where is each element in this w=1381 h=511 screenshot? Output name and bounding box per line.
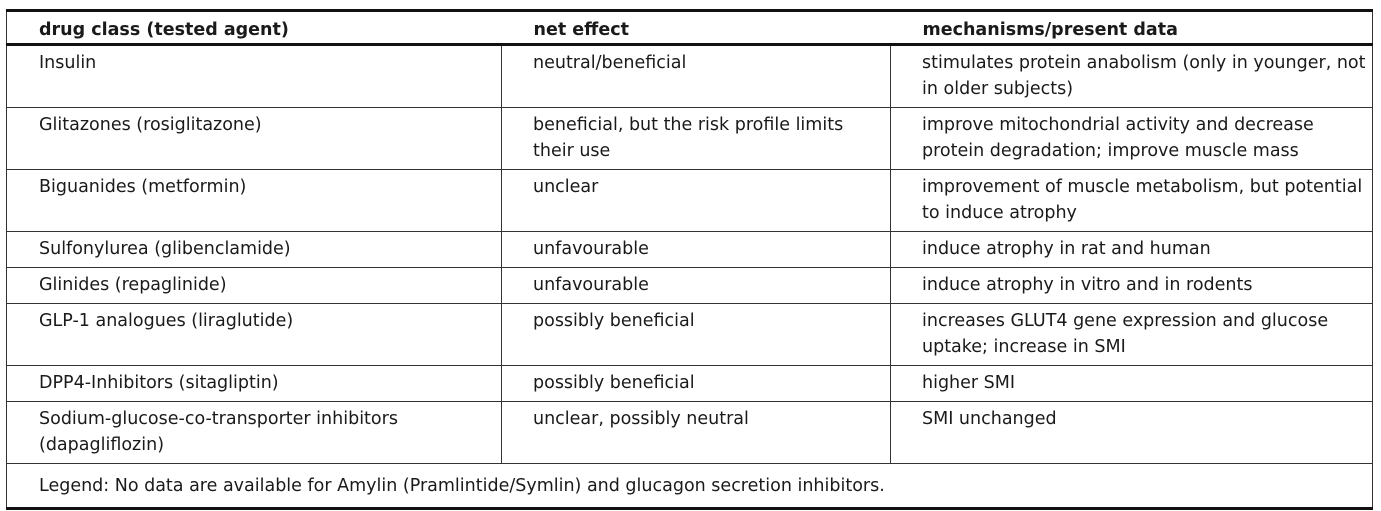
cell-drug-class: GLP-1 analogues (liraglutide) xyxy=(6,303,502,366)
cell-net-effect: unclear xyxy=(501,169,891,232)
table-row: Sodium-glucose-co-transporter inhibitors… xyxy=(6,401,1373,464)
cell-mechanism: higher SMI xyxy=(890,365,1373,402)
drug-effects-table: drug class (tested agent) net effect mec… xyxy=(6,9,1373,510)
cell-mechanism: improvement of muscle metabolism, but po… xyxy=(890,169,1373,232)
table-legend: Legend: No data are available for Amylin… xyxy=(6,463,1373,510)
cell-drug-class: Insulin xyxy=(6,44,502,108)
table-row: Glinides (repaglinide) unfavourable indu… xyxy=(6,267,1373,304)
cell-mechanism: increases GLUT4 gene expression and gluc… xyxy=(890,303,1373,366)
cell-drug-class: Sodium-glucose-co-transporter inhibitors… xyxy=(6,401,502,464)
header-row: drug class (tested agent) net effect mec… xyxy=(6,9,1373,46)
table-row: DPP4-Inhibitors (sitagliptin) possibly b… xyxy=(6,365,1373,402)
table-row: Sulfonylurea (glibenclamide) unfavourabl… xyxy=(6,231,1373,268)
cell-drug-class: Glinides (repaglinide) xyxy=(6,267,502,304)
cell-drug-class: Biguanides (metformin) xyxy=(6,169,502,232)
cell-mechanism: induce atrophy in vitro and in rodents xyxy=(890,267,1373,304)
header-net-effect: net effect xyxy=(501,9,891,46)
table-row: Glitazones (rosiglitazone) beneficial, b… xyxy=(6,107,1373,170)
cell-mechanism: SMI unchanged xyxy=(890,401,1373,464)
table-row: GLP-1 analogues (liraglutide) possibly b… xyxy=(6,303,1373,366)
header-mechanisms: mechanisms/present data xyxy=(890,9,1373,46)
cell-net-effect: beneficial, but the risk profile limits … xyxy=(501,107,891,170)
table-header: drug class (tested agent) net effect mec… xyxy=(6,9,1373,46)
cell-net-effect: unfavourable xyxy=(501,267,891,304)
cell-mechanism: induce atrophy in rat and human xyxy=(890,231,1373,268)
header-drug-class: drug class (tested agent) xyxy=(6,9,502,46)
cell-mechanism: improve mitochondrial activity and decre… xyxy=(890,107,1373,170)
table-row: Insulin neutral/beneficial stimulates pr… xyxy=(6,44,1373,108)
cell-drug-class: DPP4-Inhibitors (sitagliptin) xyxy=(6,365,502,402)
table-body: Insulin neutral/beneficial stimulates pr… xyxy=(6,44,1373,464)
cell-drug-class: Sulfonylurea (glibenclamide) xyxy=(6,231,502,268)
cell-net-effect: unfavourable xyxy=(501,231,891,268)
cell-drug-class: Glitazones (rosiglitazone) xyxy=(6,107,502,170)
cell-net-effect: possibly beneficial xyxy=(501,365,891,402)
drug-effects-table-container: drug class (tested agent) net effect mec… xyxy=(6,9,1373,510)
cell-net-effect: possibly beneficial xyxy=(501,303,891,366)
legend-row: Legend: No data are available for Amylin… xyxy=(6,463,1373,510)
cell-net-effect: unclear, possibly neutral xyxy=(501,401,891,464)
table-row: Biguanides (metformin) unclear improveme… xyxy=(6,169,1373,232)
cell-net-effect: neutral/beneficial xyxy=(501,44,891,108)
table-footer: Legend: No data are available for Amylin… xyxy=(6,463,1373,510)
cell-mechanism: stimulates protein anabolism (only in yo… xyxy=(890,44,1373,108)
